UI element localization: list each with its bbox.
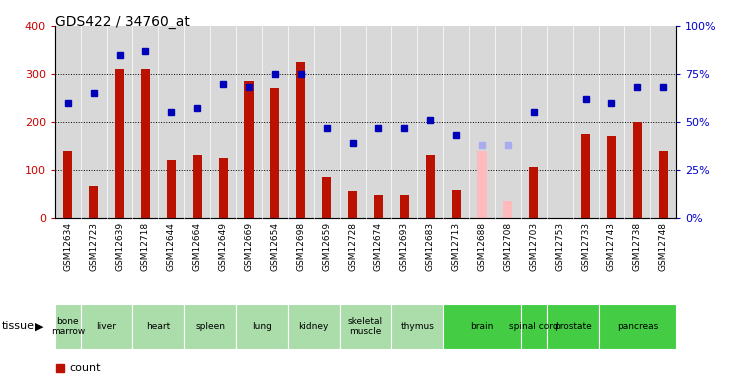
Bar (607, 136, 616, 218)
Text: brain: brain (470, 322, 493, 331)
Bar (193, 155, 202, 218)
Text: GSM12733: GSM12733 (581, 222, 590, 271)
Text: prostate: prostate (554, 322, 591, 331)
Text: GSM12634: GSM12634 (64, 222, 72, 271)
Bar (400, 195, 409, 217)
Text: lung: lung (252, 322, 272, 331)
Text: GSM12728: GSM12728 (348, 222, 357, 271)
Text: GSM12713: GSM12713 (452, 222, 461, 271)
Text: tissue: tissue (1, 321, 34, 331)
Bar (219, 158, 227, 218)
Text: GSM12649: GSM12649 (219, 222, 227, 271)
Bar (288, 304, 340, 349)
Text: liver: liver (96, 322, 117, 331)
Text: GSM12664: GSM12664 (193, 222, 202, 271)
Bar (80, 304, 132, 349)
Bar (236, 304, 288, 349)
Text: GSM12683: GSM12683 (425, 222, 435, 271)
Text: GSM12659: GSM12659 (322, 222, 331, 271)
Text: ▶: ▶ (35, 321, 44, 331)
Bar (547, 304, 599, 349)
Text: GSM12693: GSM12693 (400, 222, 409, 271)
Bar (270, 88, 279, 218)
Text: GSM12703: GSM12703 (529, 222, 538, 271)
Text: GSM12708: GSM12708 (504, 222, 512, 271)
Text: count: count (69, 363, 101, 374)
Text: GSM12669: GSM12669 (244, 222, 254, 271)
Text: bone
marrow: bone marrow (50, 316, 85, 336)
Bar (477, 150, 487, 217)
Text: GSM12644: GSM12644 (167, 222, 176, 271)
Bar (55, 304, 80, 349)
Bar (659, 150, 667, 217)
Bar (64, 150, 72, 217)
Text: GSM12698: GSM12698 (296, 222, 306, 271)
Bar (141, 69, 150, 218)
Text: GDS422 / 34760_at: GDS422 / 34760_at (55, 15, 190, 29)
Text: GSM12718: GSM12718 (141, 222, 150, 271)
Text: GSM12654: GSM12654 (270, 222, 279, 271)
Bar (167, 160, 176, 218)
Text: skeletal
muscle: skeletal muscle (348, 316, 383, 336)
Bar (89, 186, 98, 218)
Text: pancreas: pancreas (617, 322, 658, 331)
Bar (340, 304, 391, 349)
Bar (425, 155, 435, 218)
Bar (521, 304, 547, 349)
Bar (599, 304, 676, 349)
Text: GSM12674: GSM12674 (374, 222, 383, 271)
Bar (452, 190, 461, 217)
Text: spleen: spleen (195, 322, 225, 331)
Text: GSM12639: GSM12639 (115, 222, 124, 271)
Bar (115, 69, 124, 218)
Bar (348, 191, 357, 217)
Text: GSM12743: GSM12743 (607, 222, 616, 271)
Text: kidney: kidney (298, 322, 329, 331)
Text: GSM12723: GSM12723 (89, 222, 98, 271)
Text: heart: heart (146, 322, 170, 331)
Text: spinal cord: spinal cord (509, 322, 558, 331)
Text: thymus: thymus (401, 322, 434, 331)
Bar (132, 304, 184, 349)
Text: GSM12688: GSM12688 (477, 222, 487, 271)
Bar (374, 195, 383, 217)
Text: GSM12738: GSM12738 (633, 222, 642, 271)
Text: GSM12748: GSM12748 (659, 222, 667, 271)
Bar (504, 201, 512, 217)
Bar (529, 167, 538, 217)
Bar (322, 177, 331, 218)
Bar (184, 304, 236, 349)
Bar (296, 62, 306, 217)
Text: GSM12753: GSM12753 (555, 222, 564, 271)
Bar (633, 122, 642, 218)
Bar (581, 134, 590, 218)
Bar (244, 81, 254, 218)
Bar (443, 304, 520, 349)
Bar (391, 304, 443, 349)
